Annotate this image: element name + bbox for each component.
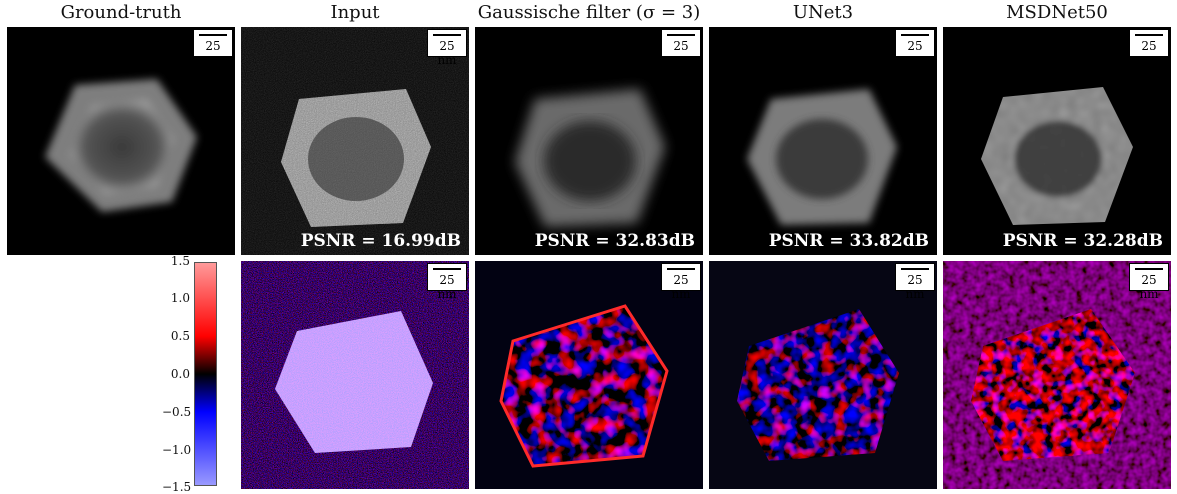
- panel-input: 25 nm PSNR = 16.99dB: [241, 27, 469, 255]
- panel-gaussian: 25 nm PSNR = 32.83dB: [475, 27, 703, 255]
- psnr-label: PSNR = 32.83dB: [534, 231, 695, 251]
- psnr-label: PSNR = 16.99dB: [300, 231, 461, 251]
- psnr-label: PSNR = 32.28dB: [1002, 231, 1163, 251]
- colorbar-gradient: [194, 262, 217, 486]
- psnr-label: PSNR = 33.82dB: [768, 231, 929, 251]
- colorbar-tick: −1.5: [162, 480, 192, 494]
- error-panel-input: 25 nm: [241, 261, 469, 489]
- title-unet3: UNet3: [792, 2, 854, 23]
- input-error-map: [241, 261, 469, 489]
- colorbar-tick: 1.5: [170, 254, 190, 268]
- scalebar: 25 nm: [427, 29, 467, 67]
- scalebar: 25 nm: [193, 29, 233, 67]
- scalebar: 25 nm: [895, 29, 935, 67]
- scalebar: 25 nm: [661, 29, 701, 67]
- error-panel-gaussian: 25 nm: [475, 261, 703, 489]
- title-gaussian-filter: Gaussische filter (σ = 3): [477, 2, 701, 23]
- unet3-error-map: [709, 261, 937, 489]
- scalebar: 25 nm: [1129, 29, 1169, 67]
- colorbar-tick: −1.0: [162, 443, 192, 457]
- scalebar: 25 nm: [895, 263, 935, 301]
- panel-ground-truth: 25 nm: [7, 27, 235, 255]
- unet3-image: [747, 89, 897, 225]
- panel-msdnet50: 25 nm PSNR = 32.28dB: [943, 27, 1171, 255]
- msdnet50-error-map: [943, 261, 1171, 489]
- error-panel-unet3: 25 nm: [709, 261, 937, 489]
- colorbar-tick: 0.5: [170, 329, 190, 343]
- title-ground-truth: Ground-truth: [60, 2, 182, 23]
- colorbar-tick: −0.5: [162, 405, 192, 419]
- gaussian-error-map: [475, 261, 703, 489]
- scalebar: 25 nm: [1129, 263, 1169, 301]
- colorbar-tick: 0.0: [170, 367, 190, 381]
- scalebar: 25 nm: [661, 263, 701, 301]
- error-panel-msdnet50: 25 nm: [943, 261, 1171, 489]
- input-noisy-image: [241, 27, 469, 255]
- title-msdnet50: MSDNet50: [1006, 2, 1108, 23]
- msdnet50-image: [981, 87, 1133, 225]
- title-input: Input: [330, 2, 380, 23]
- ground-truth-image: [45, 79, 197, 212]
- colorbar: 1.5 1.0 0.5 0.0 −0.5 −1.0 −1.5: [162, 254, 222, 494]
- scalebar: 25 nm: [427, 263, 467, 301]
- gaussian-filtered-image: [515, 89, 665, 227]
- colorbar-tick: 1.0: [170, 291, 190, 305]
- panel-unet3: 25 nm PSNR = 33.82dB: [709, 27, 937, 255]
